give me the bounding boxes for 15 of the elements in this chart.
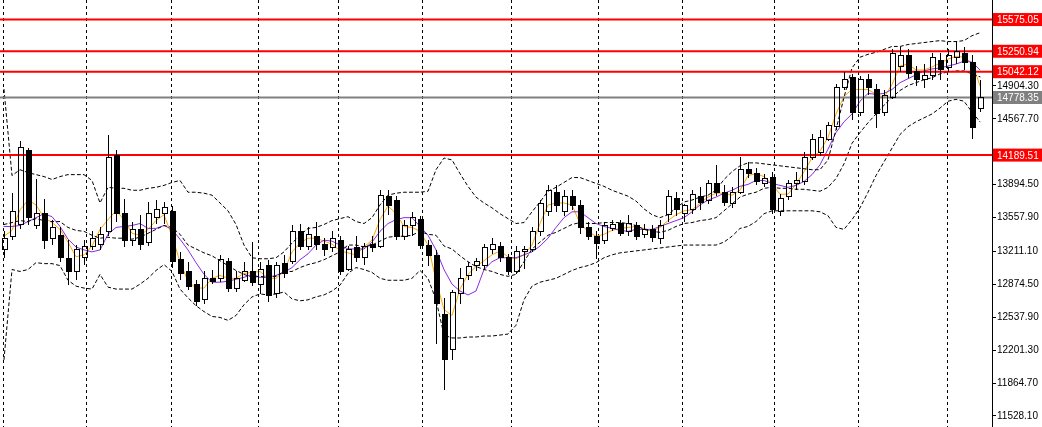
y-tick-label: 12201.30	[997, 344, 1040, 356]
ref-line-label: 14189.51	[997, 149, 1040, 161]
y-tick-label: 14567.70	[997, 112, 1040, 124]
y-tick-label: 12537.90	[997, 311, 1040, 323]
y-tick-label: 13211.10	[997, 245, 1039, 257]
y-tick-label: 11864.70	[997, 377, 1039, 389]
ref-line-label: 15042.12	[997, 66, 1040, 78]
ref-line-label: 14778.35	[997, 92, 1040, 103]
ref-line-label: 15250.94	[997, 45, 1040, 57]
y-tick-label: 13894.50	[997, 178, 1040, 190]
y-tick-label: 14904.30	[997, 79, 1040, 91]
y-tick-label: 12874.50	[997, 278, 1040, 290]
y-tick-label: 11528.10	[997, 409, 1039, 421]
y-tick-label: 13557.90	[997, 211, 1040, 223]
ref-line-label: 15575.05	[997, 14, 1040, 26]
